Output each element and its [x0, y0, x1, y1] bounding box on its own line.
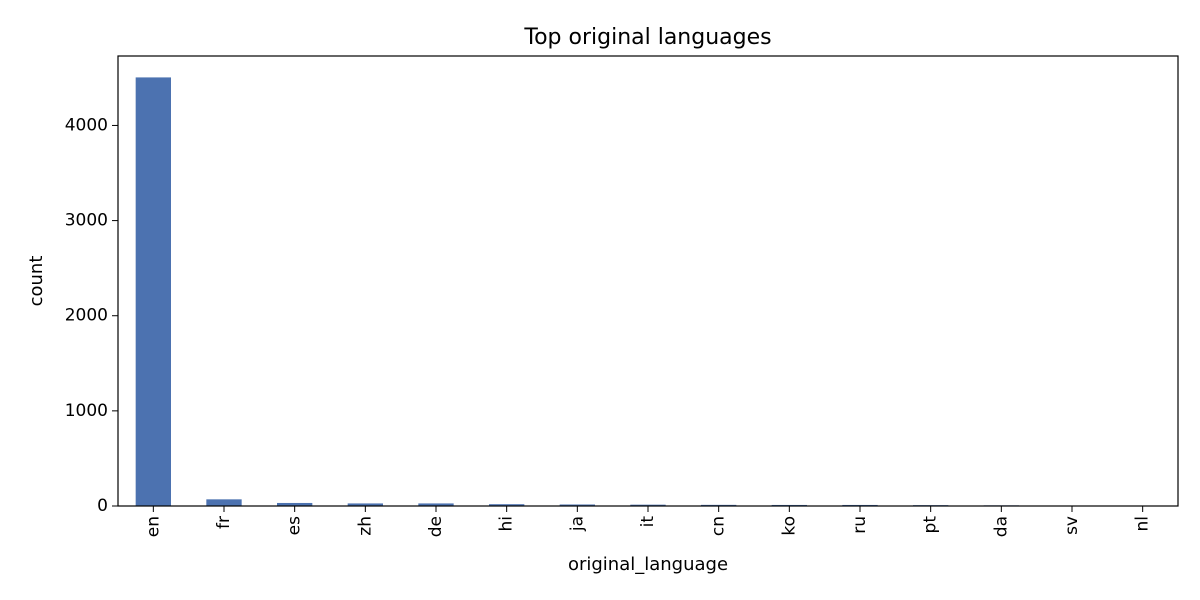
x-tick-label-zh: zh [355, 516, 375, 536]
y-tick-label-3000: 3000 [65, 211, 108, 231]
x-tick-label-it: it [638, 516, 658, 528]
x-tick-label-cn: cn [709, 516, 729, 536]
x-axis: en fr es zh de hi ja it cn ko ru pt da sv nl [143, 506, 1153, 537]
bar-en [135, 77, 171, 506]
x-tick-label-sv: sv [1062, 516, 1082, 535]
x-tick-label-en: en [143, 516, 163, 537]
x-tick-label-de: de [426, 516, 446, 537]
bar-hi [489, 504, 525, 506]
x-tick-label-ru: ru [850, 516, 870, 534]
y-axis: 0 1000 2000 3000 4000 [65, 115, 118, 516]
x-tick-label-ko: ko [779, 516, 799, 536]
x-axis-title: original_language [568, 554, 728, 575]
bars-layer [135, 77, 1161, 506]
x-tick-label-da: da [991, 516, 1011, 537]
bar-es [277, 502, 313, 506]
y-tick-label-1000: 1000 [65, 401, 108, 421]
x-tick-label-hi: hi [497, 516, 517, 532]
y-tick-label-4000: 4000 [65, 115, 108, 135]
chart-title: Top original languages [523, 25, 771, 50]
x-tick-label-nl: nl [1133, 516, 1153, 532]
bar-it [630, 504, 666, 506]
plot-frame [117, 55, 1179, 507]
bar-zh [347, 503, 383, 506]
y-tick-label-2000: 2000 [65, 306, 108, 326]
x-tick-label-pt: pt [921, 516, 941, 534]
bar-ja [559, 504, 595, 506]
x-tick-label-ja: ja [567, 516, 587, 532]
y-tick-label-0: 0 [97, 496, 108, 516]
x-tick-label-fr: fr [214, 516, 234, 529]
bar-de [418, 503, 454, 506]
y-axis-title: count [26, 256, 47, 307]
bar-fr [206, 499, 242, 506]
x-tick-label-es: es [285, 516, 305, 535]
